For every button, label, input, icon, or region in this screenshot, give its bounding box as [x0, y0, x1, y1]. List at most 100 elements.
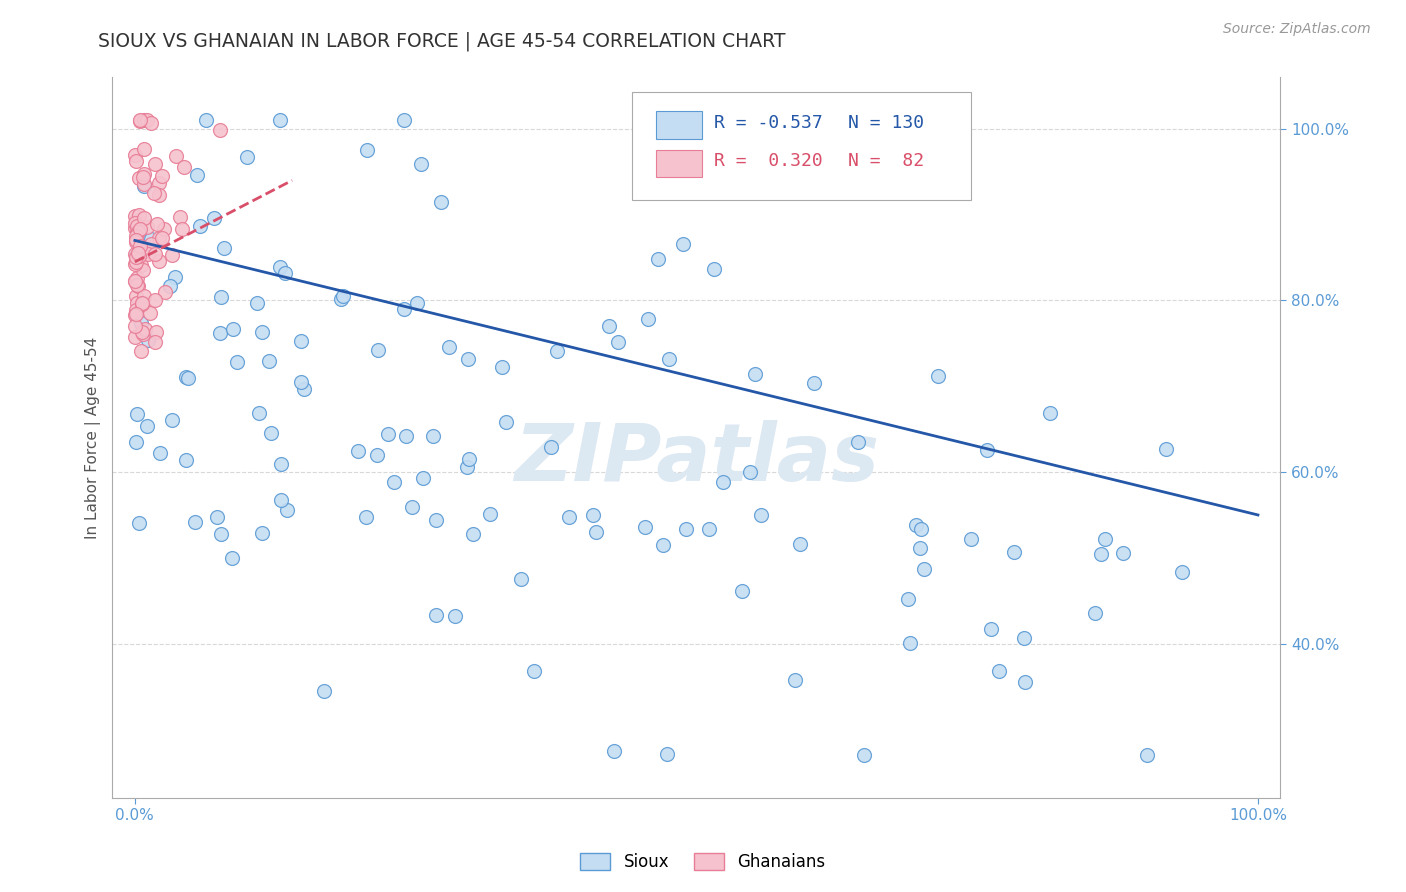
Point — [897, 591, 920, 606]
Point — [134, 322, 156, 336]
Point — [273, 266, 295, 280]
Point — [675, 523, 697, 537]
Point — [927, 369, 949, 384]
Point — [162, 412, 184, 426]
Point — [134, 179, 156, 194]
Point — [647, 252, 669, 266]
Point — [139, 232, 162, 246]
Point — [128, 249, 150, 263]
Point — [699, 522, 721, 536]
Point — [257, 353, 280, 368]
Point — [136, 113, 159, 128]
Point — [128, 170, 150, 185]
Point — [132, 143, 155, 157]
Point — [458, 451, 481, 466]
Point — [429, 195, 451, 210]
Point — [143, 157, 166, 171]
Point — [143, 246, 166, 260]
Point — [392, 113, 415, 128]
Point — [236, 150, 259, 164]
Point — [598, 319, 620, 334]
Point — [222, 322, 245, 336]
Point — [125, 212, 148, 227]
Point — [1090, 547, 1112, 561]
Point — [209, 122, 232, 136]
Point — [124, 246, 146, 260]
Point — [165, 149, 187, 163]
Point — [124, 210, 146, 224]
Point — [212, 241, 235, 255]
Point — [124, 274, 146, 288]
Point — [184, 515, 207, 529]
Point — [124, 220, 146, 235]
Point — [367, 343, 389, 357]
Point — [169, 210, 191, 224]
Point — [129, 113, 152, 128]
Point — [905, 518, 928, 533]
Point — [125, 302, 148, 317]
Point — [135, 220, 157, 235]
Point — [702, 262, 724, 277]
Point — [209, 526, 232, 541]
Point — [912, 562, 935, 576]
Point — [260, 425, 283, 440]
Point — [789, 537, 811, 551]
Point — [131, 326, 153, 341]
Point — [479, 508, 502, 522]
Point — [145, 293, 167, 307]
Point — [637, 312, 659, 326]
Point — [209, 290, 232, 304]
Point — [127, 219, 149, 233]
Point — [134, 167, 156, 181]
Point — [652, 538, 675, 552]
Point — [131, 326, 153, 340]
Point — [125, 295, 148, 310]
Point — [607, 335, 630, 350]
Point — [124, 308, 146, 322]
Point — [270, 492, 292, 507]
Point — [134, 289, 156, 303]
Point — [1039, 406, 1062, 420]
Point — [749, 508, 772, 523]
Point — [132, 113, 155, 128]
Point — [125, 225, 148, 239]
Text: N =  82: N = 82 — [848, 152, 924, 170]
Point — [401, 500, 423, 515]
Point — [456, 459, 478, 474]
Point — [134, 177, 156, 191]
Legend: Sioux, Ghanaians: Sioux, Ghanaians — [572, 845, 834, 880]
Point — [269, 260, 291, 274]
Point — [987, 664, 1010, 678]
Point — [738, 466, 761, 480]
Point — [159, 278, 181, 293]
Point — [603, 744, 626, 758]
Point — [582, 508, 605, 522]
Point — [1012, 631, 1035, 645]
Point — [425, 513, 447, 527]
Point — [980, 622, 1002, 636]
Point — [585, 525, 607, 540]
Point — [129, 239, 152, 253]
Point — [138, 247, 160, 261]
Point — [131, 297, 153, 311]
Point — [292, 382, 315, 396]
Bar — [655, 150, 702, 177]
Point — [136, 333, 159, 347]
Point — [540, 440, 562, 454]
Text: N = 130: N = 130 — [848, 114, 924, 132]
Point — [127, 271, 149, 285]
Point — [444, 608, 467, 623]
Text: R = -0.537: R = -0.537 — [714, 114, 823, 132]
Point — [332, 289, 354, 303]
Point — [711, 475, 734, 489]
Point — [1014, 675, 1036, 690]
Point — [162, 248, 184, 262]
Point — [846, 434, 869, 449]
Point — [908, 541, 931, 556]
Point — [672, 237, 695, 252]
Point — [125, 435, 148, 450]
Point — [377, 427, 399, 442]
Point — [146, 217, 169, 231]
Point — [803, 376, 825, 391]
Point — [125, 289, 148, 303]
